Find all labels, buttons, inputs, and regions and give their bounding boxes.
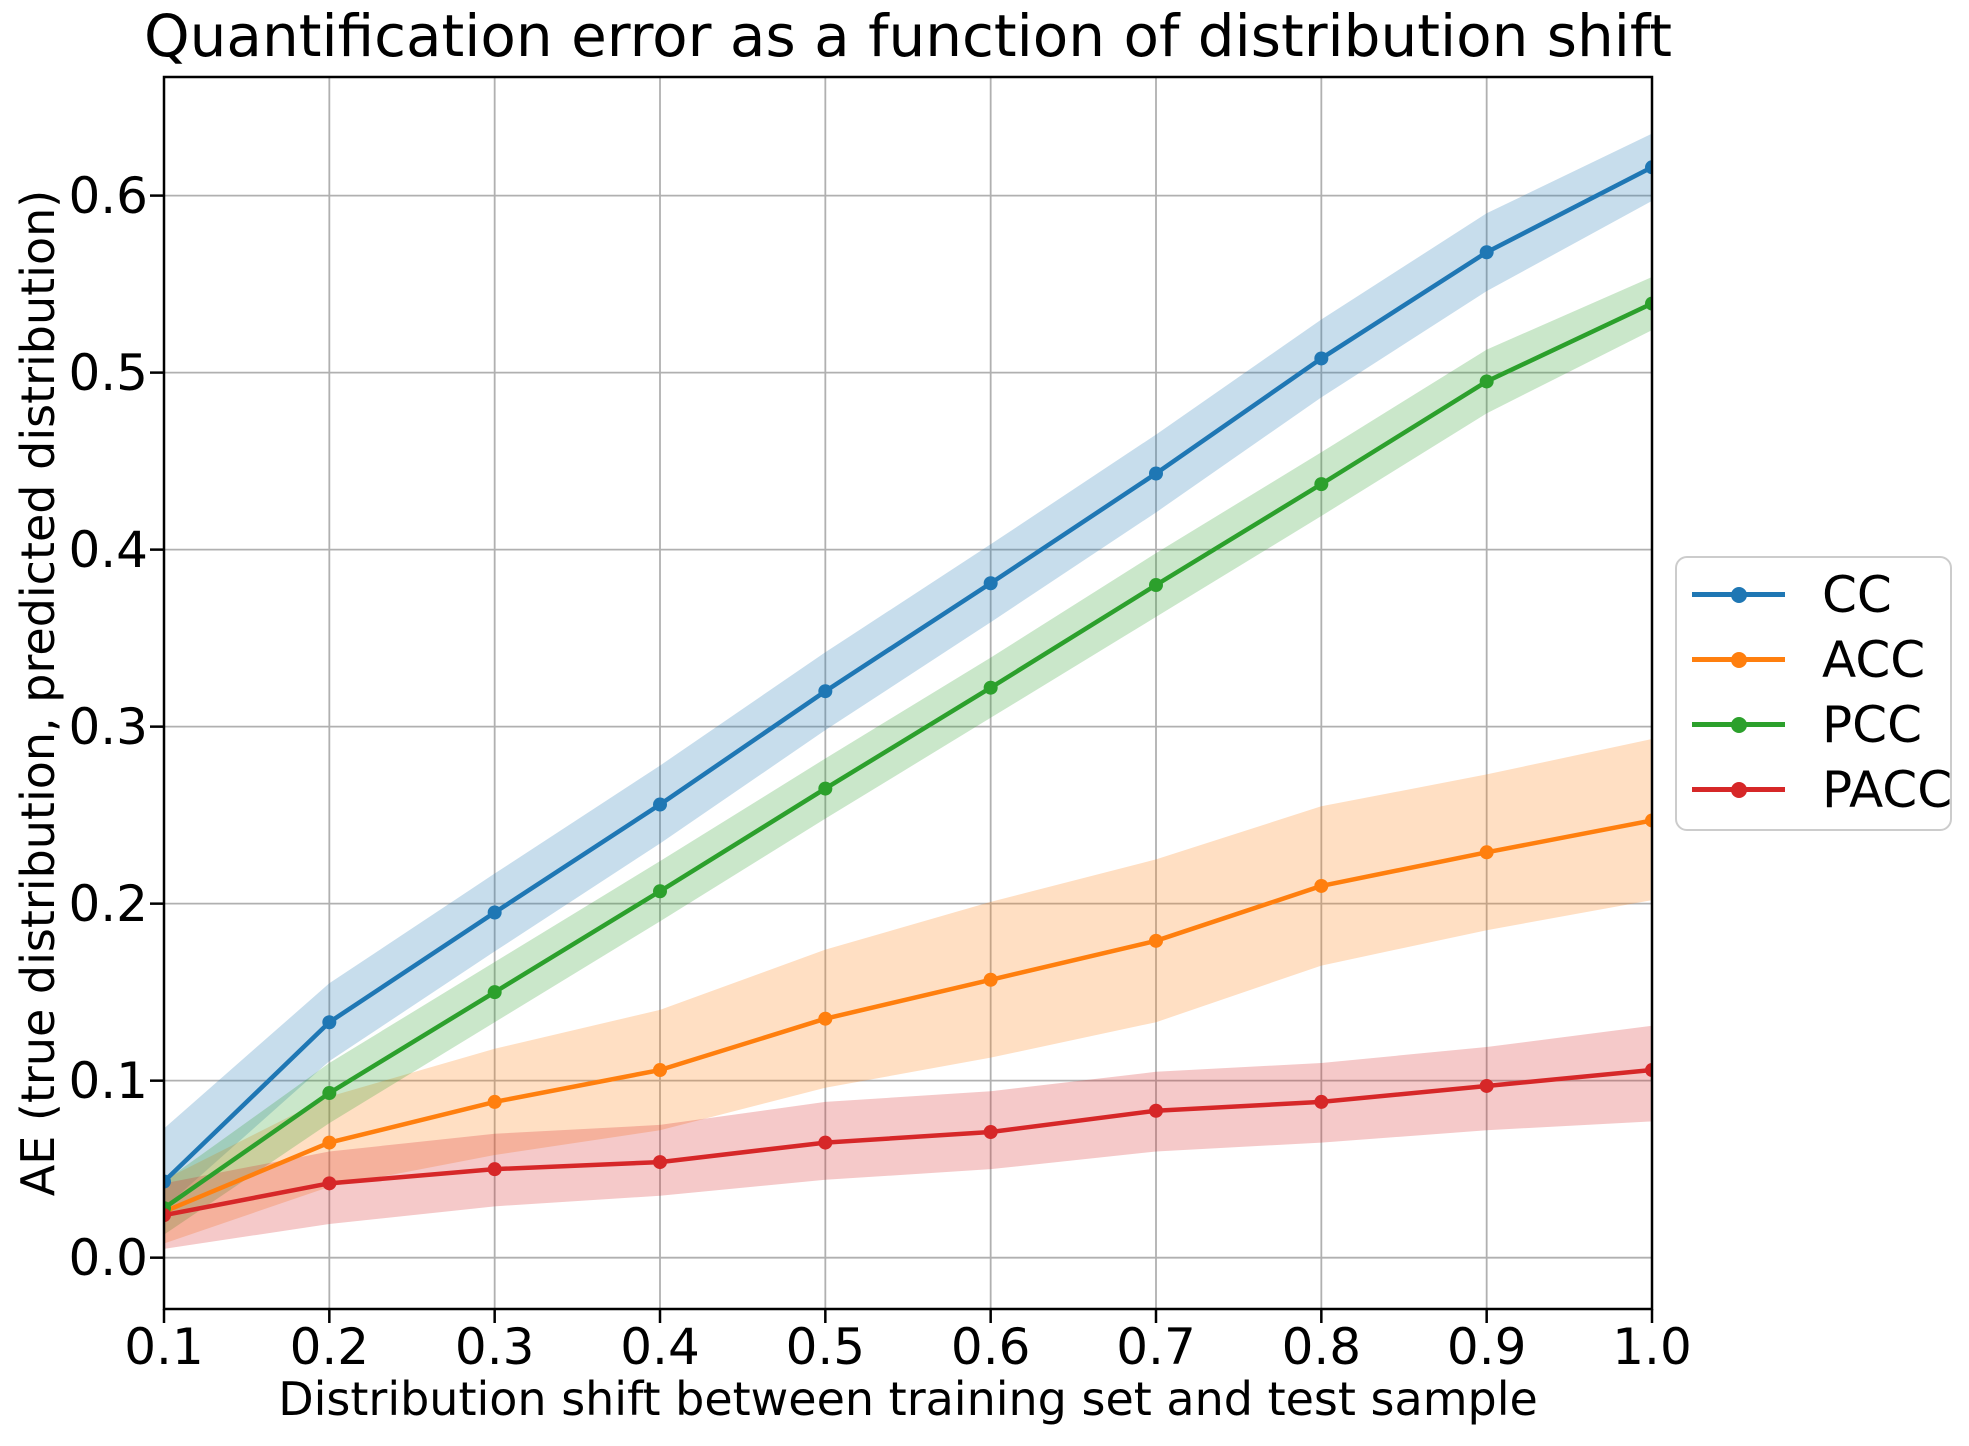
x-tick-label-0.9: 0.9 bbox=[1446, 1318, 1527, 1376]
marker-cc bbox=[322, 1015, 337, 1030]
marker-cc bbox=[1149, 466, 1163, 481]
marker-pacc bbox=[322, 1176, 337, 1191]
x-tick-label-0.4: 0.4 bbox=[620, 1318, 700, 1376]
legend-line-sample bbox=[1692, 716, 1785, 733]
x-tick-label-0.2: 0.2 bbox=[289, 1318, 370, 1376]
x-axis-label: Distribution shift between training set … bbox=[278, 1372, 1538, 1426]
series-line-acc bbox=[164, 818, 1652, 1214]
legend-line-sample bbox=[1692, 781, 1785, 798]
legend-marker-dot-icon bbox=[1730, 651, 1747, 668]
confidence-band-cc bbox=[164, 133, 1652, 1209]
x-tick-label-0.7: 0.7 bbox=[1116, 1318, 1196, 1376]
marker-pcc bbox=[1479, 374, 1494, 389]
marker-acc bbox=[983, 972, 998, 987]
y-tick-label-0.0: 0.0 bbox=[68, 1228, 148, 1287]
marker-pacc bbox=[1479, 1078, 1494, 1093]
marker-pacc bbox=[1645, 1063, 1652, 1078]
marker-pcc bbox=[1149, 578, 1163, 593]
marker-pcc bbox=[818, 781, 833, 796]
marker-acc bbox=[818, 1011, 833, 1026]
x-tick-label-0.1: 0.1 bbox=[124, 1318, 204, 1376]
axes-spines bbox=[162, 75, 1654, 1311]
legend-line-sample bbox=[1692, 586, 1785, 603]
y-tick-label-0.6: 0.6 bbox=[68, 166, 148, 225]
marker-pacc bbox=[653, 1155, 667, 1170]
marker-pcc bbox=[653, 884, 667, 899]
marker-pcc bbox=[487, 985, 502, 1000]
legend-marker-dot-icon bbox=[1730, 586, 1747, 603]
legend-marker-dot-icon bbox=[1730, 716, 1747, 733]
marker-acc bbox=[1479, 845, 1494, 860]
marker-pacc bbox=[983, 1124, 998, 1139]
x-tick-label-0.3: 0.3 bbox=[454, 1318, 535, 1376]
marker-acc bbox=[1645, 813, 1652, 828]
series-line-pcc bbox=[164, 301, 1652, 1210]
x-tick-label-0.8: 0.8 bbox=[1281, 1318, 1362, 1376]
marker-acc bbox=[487, 1094, 502, 1109]
y-tick-label-0.3: 0.3 bbox=[68, 697, 148, 756]
marker-acc bbox=[1314, 878, 1329, 893]
legend-label-acc: ACC bbox=[1822, 630, 1926, 689]
marker-pcc bbox=[322, 1086, 337, 1101]
marker-pcc bbox=[1314, 477, 1329, 492]
y-tick-label-0.1: 0.1 bbox=[68, 1051, 148, 1110]
legend-item-cc: CC bbox=[1677, 562, 1950, 627]
marker-cc bbox=[164, 1174, 171, 1189]
marker-pacc bbox=[818, 1135, 833, 1150]
marker-cc bbox=[653, 797, 667, 812]
legend-line-sample bbox=[1692, 651, 1785, 668]
y-tick-label-0.5: 0.5 bbox=[68, 343, 148, 402]
marker-acc bbox=[653, 1063, 667, 1078]
legend-item-pcc: PCC bbox=[1677, 692, 1950, 757]
series-group bbox=[164, 133, 1652, 1249]
y-tick-label-0.2: 0.2 bbox=[68, 874, 148, 933]
y-axis-label: AE (true distribution, predicted distrib… bbox=[11, 189, 65, 1197]
marker-cc bbox=[1314, 351, 1329, 366]
series-line-cc bbox=[164, 165, 1652, 1184]
legend-item-acc: ACC bbox=[1677, 627, 1950, 692]
legend-marker-dot-icon bbox=[1730, 781, 1747, 798]
y-tick-label-0.4: 0.4 bbox=[68, 520, 148, 579]
marker-pcc bbox=[1645, 296, 1652, 311]
marker-cc bbox=[818, 684, 833, 699]
x-tick-label-0.5: 0.5 bbox=[785, 1318, 866, 1376]
marker-acc bbox=[1149, 933, 1163, 948]
legend-item-pacc: PACC bbox=[1677, 757, 1953, 822]
marker-pacc bbox=[164, 1208, 171, 1223]
confidence-band-pcc bbox=[164, 277, 1652, 1235]
marker-pacc bbox=[1314, 1094, 1329, 1109]
marker-cc bbox=[983, 576, 998, 591]
marker-cc bbox=[1645, 160, 1652, 175]
legend-label-cc: CC bbox=[1822, 565, 1892, 624]
marker-pcc bbox=[983, 680, 998, 695]
legend-label-pacc: PACC bbox=[1822, 760, 1953, 819]
marker-acc bbox=[322, 1135, 337, 1150]
marker-cc bbox=[487, 905, 502, 920]
confidence-band-acc bbox=[164, 739, 1652, 1244]
chart-title: Quantification error as a function of di… bbox=[144, 2, 1672, 70]
legend: CC ACC PCC PACC bbox=[1675, 556, 1952, 831]
legend-label-pcc: PCC bbox=[1822, 695, 1922, 754]
marker-pacc bbox=[1149, 1103, 1163, 1118]
x-tick-label-1.0: 1.0 bbox=[1612, 1318, 1692, 1376]
marker-pacc bbox=[487, 1162, 502, 1177]
series-line-pacc bbox=[164, 1067, 1652, 1218]
marker-cc bbox=[1479, 245, 1494, 260]
x-tick-label-0.6: 0.6 bbox=[950, 1318, 1031, 1376]
